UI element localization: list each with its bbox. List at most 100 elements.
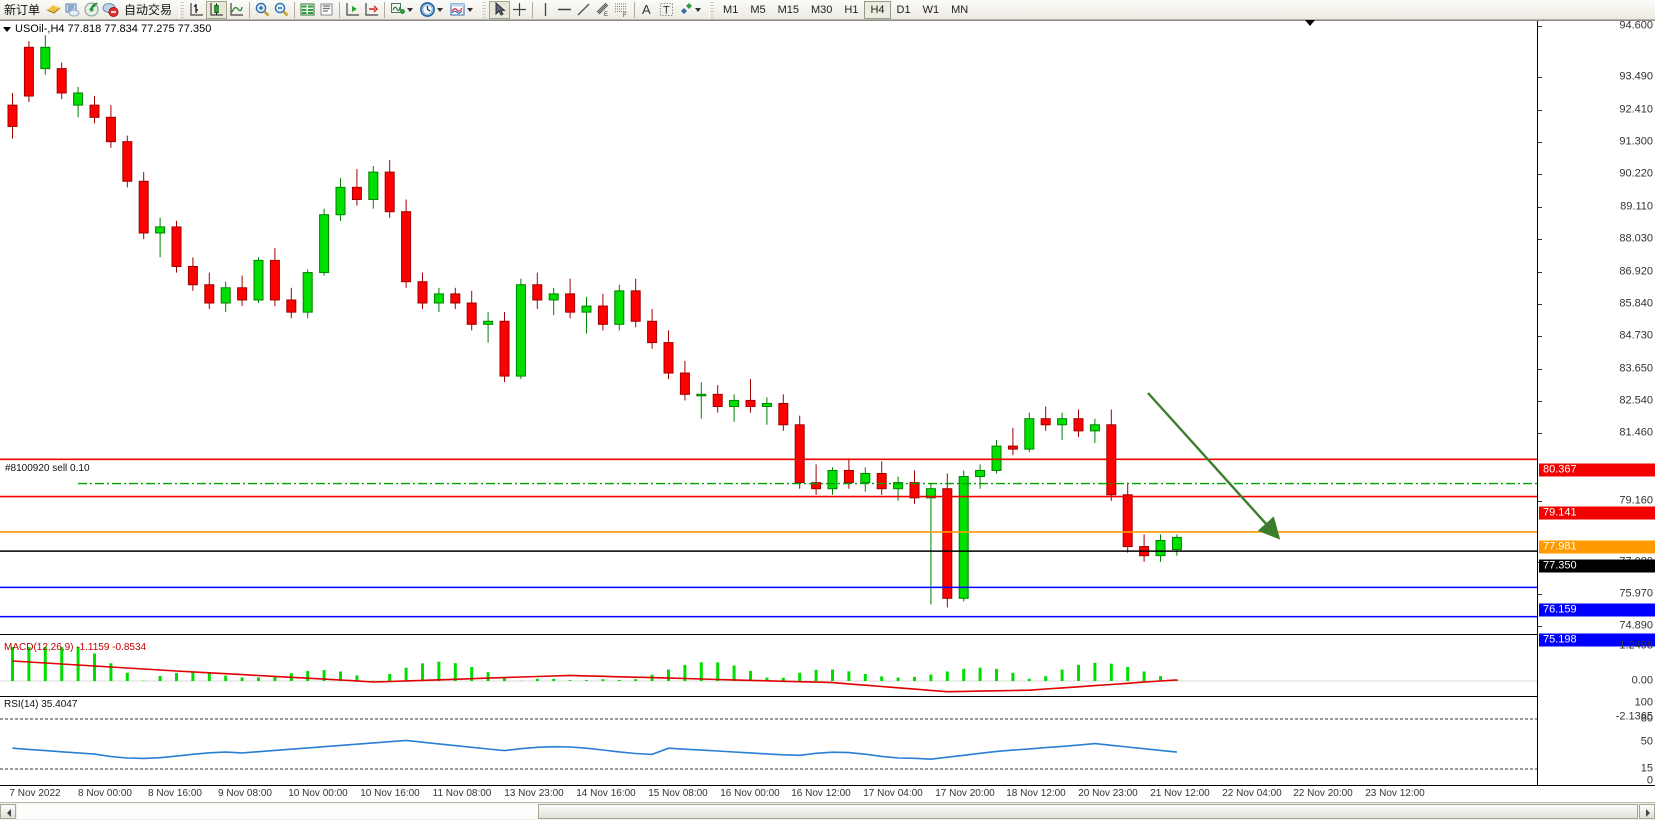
level-tag-bid-77350[interactable]: 77.350 <box>1539 559 1655 573</box>
text-icon: T <box>658 1 675 18</box>
crosshair-button[interactable] <box>510 1 529 19</box>
templates-button[interactable] <box>448 1 478 19</box>
candlestick-series <box>7 35 1182 608</box>
text-label-button[interactable]: A <box>638 1 657 19</box>
zoom-out-button[interactable] <box>272 1 291 19</box>
toolbar-separator-5 <box>532 1 534 18</box>
zoom-out-icon <box>273 1 290 18</box>
line-chart-icon <box>228 1 245 18</box>
toolbar-grip-2[interactable] <box>481 1 487 18</box>
toolbar-separator-6 <box>634 1 636 18</box>
terminal-button[interactable] <box>63 1 82 19</box>
chart-shift-button[interactable] <box>362 1 381 19</box>
properties-icon <box>318 1 335 18</box>
axis-tick-label: 75.970 <box>1619 587 1653 600</box>
terminal-icon <box>64 1 81 18</box>
bar-chart-button[interactable] <box>187 1 206 19</box>
timeframe-m5[interactable]: M5 <box>750 3 766 16</box>
text-button[interactable]: T <box>657 1 676 19</box>
properties-button[interactable] <box>317 1 336 19</box>
trend-arrow-annotation[interactable] <box>0 21 1537 621</box>
chart-menu-caret-icon[interactable] <box>3 26 11 32</box>
macd-panel[interactable]: MACD(12,26,9) -1.1159 -0.8534 <box>0 635 1537 695</box>
macd-axis-label: -2.1365 <box>1615 710 1653 723</box>
line-chart-button[interactable] <box>227 1 246 19</box>
objects-button[interactable] <box>676 1 706 19</box>
expert-advisor-icon <box>102 1 119 18</box>
equidistant-channel-button[interactable]: E <box>593 1 612 19</box>
axis-tick <box>1538 626 1542 627</box>
toolbar-separator-4 <box>384 1 386 18</box>
new-order-button[interactable]: 新订单 <box>0 0 44 19</box>
data-window-button[interactable] <box>298 1 317 19</box>
autotrading-label: 自动交易 <box>124 3 173 17</box>
level-tag-75198[interactable]: 75.198 <box>1539 633 1655 647</box>
timeframe-mn[interactable]: MN <box>951 3 969 16</box>
rsi-panel[interactable]: RSI(14) 35.4047 <box>0 697 1537 785</box>
time-axis-label: 7 Nov 2022 <box>9 788 61 799</box>
timeframe-h1[interactable]: H1 <box>844 3 859 16</box>
time-axis-label: 13 Nov 23:00 <box>504 788 564 799</box>
chevron-down-icon-objects[interactable] <box>695 7 702 12</box>
text-label-icon: A <box>639 1 656 18</box>
horizontal-line-button[interactable] <box>555 1 574 19</box>
period-button[interactable] <box>418 1 448 19</box>
level-tag-76159[interactable]: 76.159 <box>1539 603 1655 617</box>
vertical-line-button[interactable] <box>536 1 555 19</box>
chart-title[interactable]: USOil-,H4 77.818 77.834 77.275 77.350 <box>3 23 211 35</box>
candlestick-chart-button[interactable] <box>206 0 228 19</box>
indicators-button[interactable] <box>388 1 418 19</box>
horizontal-scrollbar[interactable] <box>0 802 1655 820</box>
auto-scroll-button[interactable] <box>343 1 362 19</box>
fibonacci-icon: F <box>613 1 630 19</box>
time-axis-label: 9 Nov 08:00 <box>218 788 272 799</box>
svg-text:T: T <box>663 5 670 17</box>
time-axis[interactable]: 7 Nov 2022 8 Nov 00:00 8 Nov 16:00 9 Nov 08… <box>0 785 1655 802</box>
svg-text:F: F <box>623 13 627 18</box>
timeframe-m30[interactable]: M30 <box>811 3 833 16</box>
level-tag-80367[interactable]: 80.367 <box>1539 463 1655 477</box>
templates-icon <box>449 1 466 18</box>
chart-shift-icon <box>363 1 380 18</box>
expert-advisor-button[interactable] <box>101 1 120 19</box>
scrollbar-track[interactable] <box>17 804 1638 819</box>
chart-area[interactable]: 94.600 93.490 92.410 91.300 90.220 89.110 88.0… <box>0 20 1655 803</box>
chevron-down-icon-templates[interactable] <box>467 7 474 12</box>
cursor-button[interactable] <box>489 0 511 19</box>
timeframe-bar: M1 M5 M15 M30 H1 H4 D1 W1 MN <box>717 0 974 19</box>
trendline-button[interactable] <box>574 1 593 19</box>
axis-tick <box>1538 594 1542 595</box>
order-label[interactable]: #8100920 sell 0.10 <box>4 463 91 474</box>
timeframe-h4[interactable]: H4 <box>864 0 891 19</box>
zoom-in-button[interactable] <box>253 1 272 19</box>
objects-icon <box>677 1 694 18</box>
fibonacci-button[interactable]: F <box>612 1 631 19</box>
level-tag-77981[interactable]: 77.981 <box>1539 540 1655 554</box>
timeframe-w1[interactable]: W1 <box>922 3 940 16</box>
axis-tick-label: 82.540 <box>1619 394 1653 407</box>
chevron-down-icon-indicators[interactable] <box>407 7 414 12</box>
mql5-community-button[interactable] <box>44 1 63 19</box>
timeframe-d1[interactable]: D1 <box>896 3 911 16</box>
axis-tick <box>1538 304 1542 305</box>
signals-button[interactable] <box>82 1 101 19</box>
scroll-left-button[interactable] <box>0 804 16 819</box>
timeframe-m1[interactable]: M1 <box>723 3 739 16</box>
toolbar-grip-3[interactable] <box>709 1 715 18</box>
scroll-right-button[interactable] <box>1639 804 1655 819</box>
price-plot[interactable]: USOil-,H4 77.818 77.834 77.275 77.350 #8… <box>0 21 1537 803</box>
timeframe-m15[interactable]: M15 <box>777 3 799 16</box>
macd-series <box>0 647 1537 693</box>
chevron-down-icon-period[interactable] <box>437 7 444 12</box>
macd-label: MACD(12,26,9) -1.1159 -0.8534 <box>4 642 147 653</box>
level-tag-79141[interactable]: 79.141 <box>1539 506 1655 520</box>
toolbar-grip-1[interactable] <box>179 1 185 18</box>
zoom-in-icon <box>254 1 271 18</box>
price-axis[interactable]: 94.600 93.490 92.410 91.300 90.220 89.110 88.0… <box>1537 20 1655 803</box>
chart-collapse-caret-icon[interactable] <box>1305 20 1315 26</box>
scrollbar-thumb[interactable] <box>538 804 1638 819</box>
axis-tick <box>1538 26 1542 27</box>
svg-text:E: E <box>604 12 608 18</box>
autotrading-button[interactable]: 自动交易 <box>120 0 176 19</box>
